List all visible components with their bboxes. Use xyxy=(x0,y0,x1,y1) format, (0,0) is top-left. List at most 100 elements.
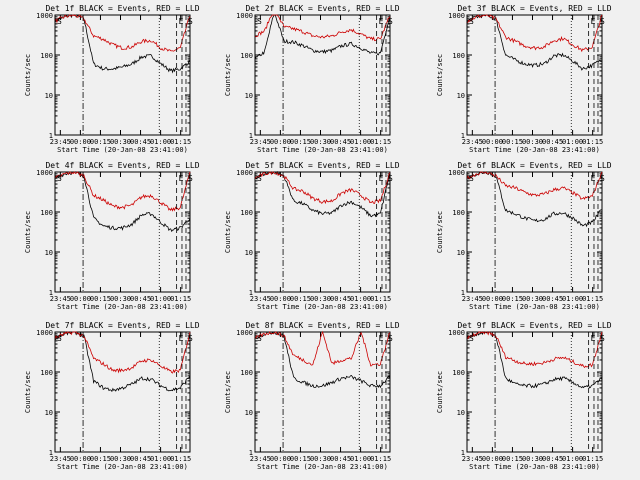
y-tick-label: 10 xyxy=(45,92,53,100)
time-marker-label: S xyxy=(188,174,193,183)
y-tick-label: 1 xyxy=(249,132,253,140)
y-tick-label: 10 xyxy=(457,92,465,100)
detector-panel: Det 4f BLACK = Events, RED = LLD 1 10 100 10… xyxy=(24,161,200,311)
x-tick-label: 00:30 xyxy=(310,138,331,146)
lld-curve xyxy=(254,14,391,42)
time-marker-label: E xyxy=(591,174,596,183)
x-tick-label: 01:00 xyxy=(150,295,171,303)
x-tick-label: 00:00 xyxy=(270,138,291,146)
x-tick-label: 01:15 xyxy=(582,295,603,303)
detector-panel: Det 9f BLACK = Events, RED = LLD 1 10 100 10… xyxy=(436,321,612,471)
plot-frame xyxy=(54,331,191,453)
y-tick-label: 100 xyxy=(452,369,465,377)
y-tick-label: 1000 xyxy=(236,169,253,177)
time-marker-label: S xyxy=(257,334,262,343)
y-tick-label: 10 xyxy=(45,249,53,257)
y-tick-label: 100 xyxy=(40,369,53,377)
x-tick-label: 00:45 xyxy=(542,295,563,303)
time-marker-label: S xyxy=(188,334,193,343)
x-axis-label: Start Time (20-Jan-08 23:41:00) xyxy=(257,146,388,154)
x-tick-label: 01:15 xyxy=(170,455,191,463)
x-tick-label: 00:15 xyxy=(90,138,111,146)
detector-panel: Det 7f BLACK = Events, RED = LLD 1 10 100 10… xyxy=(24,321,200,471)
time-marker-label: E xyxy=(379,334,384,343)
lld-curve xyxy=(54,171,191,212)
y-axis-label: Counts/sec xyxy=(224,211,232,253)
time-marker-label: S xyxy=(57,17,62,26)
x-tick-label: 01:15 xyxy=(370,295,391,303)
events-curve xyxy=(254,331,391,389)
x-tick-label: 01:15 xyxy=(582,455,603,463)
x-tick-label: 01:00 xyxy=(150,455,171,463)
y-tick-label: 1000 xyxy=(36,12,53,20)
y-axis-label: Counts/sec xyxy=(24,211,32,253)
x-axis-label: Start Time (20-Jan-08 23:41:00) xyxy=(257,303,388,311)
x-tick-label: 00:15 xyxy=(502,455,523,463)
y-axis-label: Counts/sec xyxy=(436,371,444,413)
x-tick-label: 00:15 xyxy=(290,138,311,146)
x-tick-label: 01:15 xyxy=(370,138,391,146)
x-tick-label: 00:30 xyxy=(522,455,543,463)
y-tick-label: 10 xyxy=(457,249,465,257)
detector-panel: Det 5f BLACK = Events, RED = LLD 1 10 100 10… xyxy=(224,161,400,311)
y-tick-label: 1 xyxy=(49,449,53,457)
detector-panel: Det 1f BLACK = Events, RED = LLD 1 10 100 10… xyxy=(24,4,200,154)
y-axis-label: Counts/sec xyxy=(224,54,232,96)
y-tick-label: 1 xyxy=(461,449,465,457)
x-axis-label: Start Time (20-Jan-08 23:41:00) xyxy=(57,463,188,471)
y-tick-label: 100 xyxy=(240,209,253,217)
y-tick-label: 1000 xyxy=(448,329,465,337)
y-tick-label: 1000 xyxy=(36,169,53,177)
x-tick-label: 23:45 xyxy=(462,295,483,303)
y-tick-label: 1000 xyxy=(236,12,253,20)
events-curve xyxy=(54,171,191,233)
y-tick-label: 100 xyxy=(452,52,465,60)
x-tick-label: 01:00 xyxy=(350,455,371,463)
time-marker-label: S xyxy=(469,174,474,183)
x-axis-label: Start Time (20-Jan-08 23:41:00) xyxy=(57,146,188,154)
detector-panel: Det 8f BLACK = Events, RED = LLD 1 10 100 10… xyxy=(224,321,400,471)
time-marker-label: S xyxy=(57,174,62,183)
y-tick-label: 10 xyxy=(457,409,465,417)
time-marker-label: S xyxy=(600,17,605,26)
x-tick-label: 00:15 xyxy=(90,295,111,303)
y-tick-label: 1000 xyxy=(448,169,465,177)
panel-title: Det 5f BLACK = Events, RED = LLD xyxy=(245,161,399,170)
y-tick-label: 100 xyxy=(240,369,253,377)
x-tick-label: 23:45 xyxy=(50,455,71,463)
x-tick-label: 00:00 xyxy=(70,138,91,146)
time-marker-label: S xyxy=(57,334,62,343)
x-tick-label: 00:45 xyxy=(330,138,351,146)
x-axis-label: Start Time (20-Jan-08 23:41:00) xyxy=(57,303,188,311)
lld-curve xyxy=(254,330,391,367)
x-tick-label: 00:00 xyxy=(70,295,91,303)
y-tick-label: 1000 xyxy=(36,329,53,337)
x-tick-label: 00:15 xyxy=(290,455,311,463)
detector-panel: Det 2f BLACK = Events, RED = LLD 1 10 100 10… xyxy=(224,4,400,154)
x-tick-label: 01:00 xyxy=(350,138,371,146)
x-tick-label: 01:15 xyxy=(370,455,391,463)
x-tick-label: 00:00 xyxy=(482,295,503,303)
plot-frame xyxy=(466,14,603,136)
panel-title: Det 1f BLACK = Events, RED = LLD xyxy=(45,4,199,13)
x-tick-label: 00:45 xyxy=(330,295,351,303)
time-marker-label: S xyxy=(600,174,605,183)
time-marker-label: S xyxy=(257,174,262,183)
x-axis-label: Start Time (20-Jan-08 23:41:00) xyxy=(257,463,388,471)
x-tick-label: 23:45 xyxy=(462,455,483,463)
x-axis-label: Start Time (20-Jan-08 23:41:00) xyxy=(469,463,600,471)
detector-panel: Det 3f BLACK = Events, RED = LLD 1 10 100 10… xyxy=(436,4,612,154)
y-tick-label: 100 xyxy=(40,52,53,60)
time-marker-label: E xyxy=(379,174,384,183)
x-tick-label: 23:45 xyxy=(250,295,271,303)
time-marker-label: E xyxy=(591,334,596,343)
events-curve xyxy=(466,331,603,389)
events-curve xyxy=(254,170,391,218)
plot-frame xyxy=(254,14,391,136)
x-tick-label: 00:30 xyxy=(310,295,331,303)
panel-title: Det 2f BLACK = Events, RED = LLD xyxy=(245,4,399,13)
events-curve xyxy=(466,14,603,71)
x-tick-label: 00:30 xyxy=(110,455,131,463)
time-marker-label: S xyxy=(388,174,393,183)
y-tick-label: 100 xyxy=(452,209,465,217)
